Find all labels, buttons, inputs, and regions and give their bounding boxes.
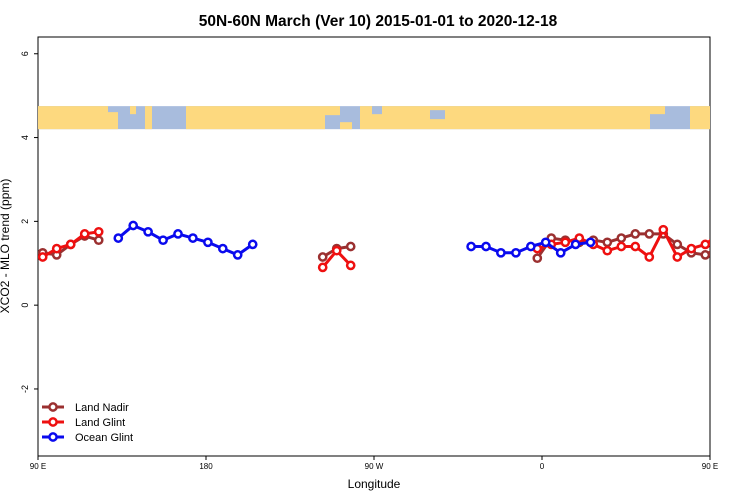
ocean-baltic [672,108,684,119]
data-point [331,245,342,256]
map-band [38,106,710,130]
legend-item: Ocean Glint [42,432,133,444]
land-yukon [325,106,340,116]
data-point [247,239,258,250]
data-point [317,262,328,273]
legend: Land Nadir Land Glint Ocean Glint [42,402,133,444]
legend-label: Land Glint [75,417,125,429]
data-point [540,237,551,248]
data-point [560,237,571,248]
data-point [466,241,476,252]
legend-item: Land Glint [42,417,125,429]
data-point [65,239,76,250]
data-point [585,237,596,248]
data-point [188,233,198,243]
y-tick-label: 0 [20,303,30,308]
data-point [730,228,737,235]
data-point [630,241,641,252]
data-point [602,237,613,248]
x-axis: 90 E 180 90 W 0 90 E [30,456,718,471]
data-point [644,252,655,262]
data-point [345,260,356,271]
data-point [616,233,627,243]
land-north-america [360,106,650,130]
x-tick-label: 90 E [702,462,718,471]
data-point [481,241,491,252]
ocean-hudson [372,106,382,115]
data-point [345,241,356,252]
data-point [602,245,613,256]
x-tick-label: 180 [199,462,213,471]
data-point [716,243,723,250]
data-point [203,237,213,248]
data-point [525,241,536,252]
data-point [532,253,543,264]
legend-swatch-marker [48,402,58,412]
data-point [570,239,581,250]
data-point [232,250,243,260]
land-greenland-tip [650,106,665,115]
data-point [716,230,723,237]
data-point [511,247,521,258]
series-line [117,224,254,257]
data-point [730,235,737,242]
data-point [113,233,124,243]
land-alaska [186,106,325,130]
data-point [93,235,104,246]
land-okhotsk-coast [130,106,136,115]
data-point [686,243,697,254]
data-point [700,250,710,260]
y-tick-label: -2 [20,385,30,393]
chart-title: 50N-60N March (Ver 10) 2015-01-01 to 202… [199,13,558,30]
land-europe [690,106,710,130]
legend-swatch-marker [48,417,58,427]
data-point [744,237,750,244]
y-tick-label: 4 [20,135,30,140]
data-point [128,220,139,231]
plot-area: -2 0 2 4 6 90 E 180 90 W 0 90 E [20,36,750,471]
legend-label: Land Nadir [75,402,129,414]
data-point [616,241,627,252]
land-kamchatka [145,106,152,130]
data-point [217,243,228,254]
data-point [93,226,104,237]
data-point [630,229,641,239]
legend-item: Land Nadir [42,402,129,414]
data-point [317,252,328,262]
x-axis-label: Longitude [348,477,401,491]
data-point [672,252,683,262]
data-point [158,235,168,246]
x-tick-label: 0 [540,462,545,471]
x-tick-label: 90 W [365,462,384,471]
y-axis: -2 0 2 4 6 [20,51,38,393]
data-point [700,239,710,250]
data-point [173,229,183,239]
data-point [555,247,566,258]
ocean-labrador [430,110,445,120]
data-point [672,239,683,250]
x-tick-label: 90 E [30,462,46,471]
data-point [38,252,48,262]
y-tick-label: 6 [20,51,30,56]
data-point [51,243,62,254]
series-ocean-glint [113,220,596,260]
legend-label: Ocean Glint [75,432,133,444]
land-gulf-coast [340,122,352,130]
legend-swatch-marker [48,432,58,442]
data-point [644,229,655,239]
series-land-glint [38,224,737,273]
land-east-asia [38,106,108,130]
data-point [79,229,90,239]
y-axis-label: XCO2 - MLO trend (ppm) [0,179,12,314]
plot-content [38,106,750,273]
y-tick-label: 2 [20,219,30,224]
data-point [658,224,669,235]
data-point [496,247,506,258]
data-point [143,226,153,237]
land-sakhalin [108,112,118,130]
